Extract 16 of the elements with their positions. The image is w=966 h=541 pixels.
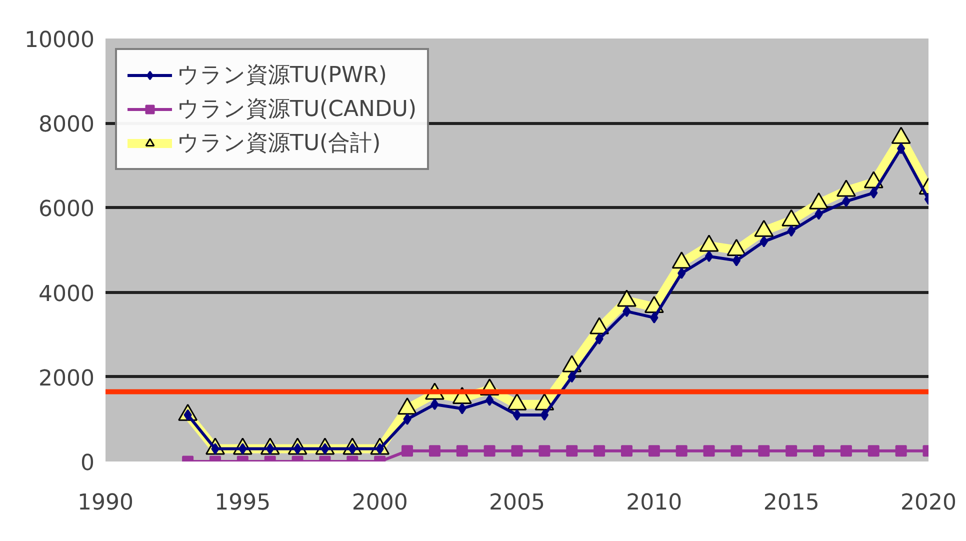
x-tick-label: 2015 xyxy=(763,490,820,516)
x-tick-label: 2005 xyxy=(489,490,546,516)
y-tick-label: 8000 xyxy=(38,112,95,138)
x-tick-label: 2020 xyxy=(900,490,957,516)
y-tick-label: 10000 xyxy=(24,28,95,53)
x-tick-label: 2000 xyxy=(352,490,408,516)
x-tick-label: 1995 xyxy=(214,490,271,516)
y-tick-label: 4000 xyxy=(38,282,95,307)
legend-label: ウラン資源TU(CANDU) xyxy=(177,96,417,124)
y-tick-label: 6000 xyxy=(38,197,95,222)
x-tick-label: 1990 xyxy=(78,490,134,516)
legend-label: ウラン資源TU(合計) xyxy=(177,130,381,158)
legend-label: ウラン資源TU(PWR) xyxy=(177,62,388,90)
x-tick-label: 2010 xyxy=(626,490,682,516)
y-tick-label: 2000 xyxy=(38,366,95,392)
y-tick-label: 0 xyxy=(80,451,95,476)
